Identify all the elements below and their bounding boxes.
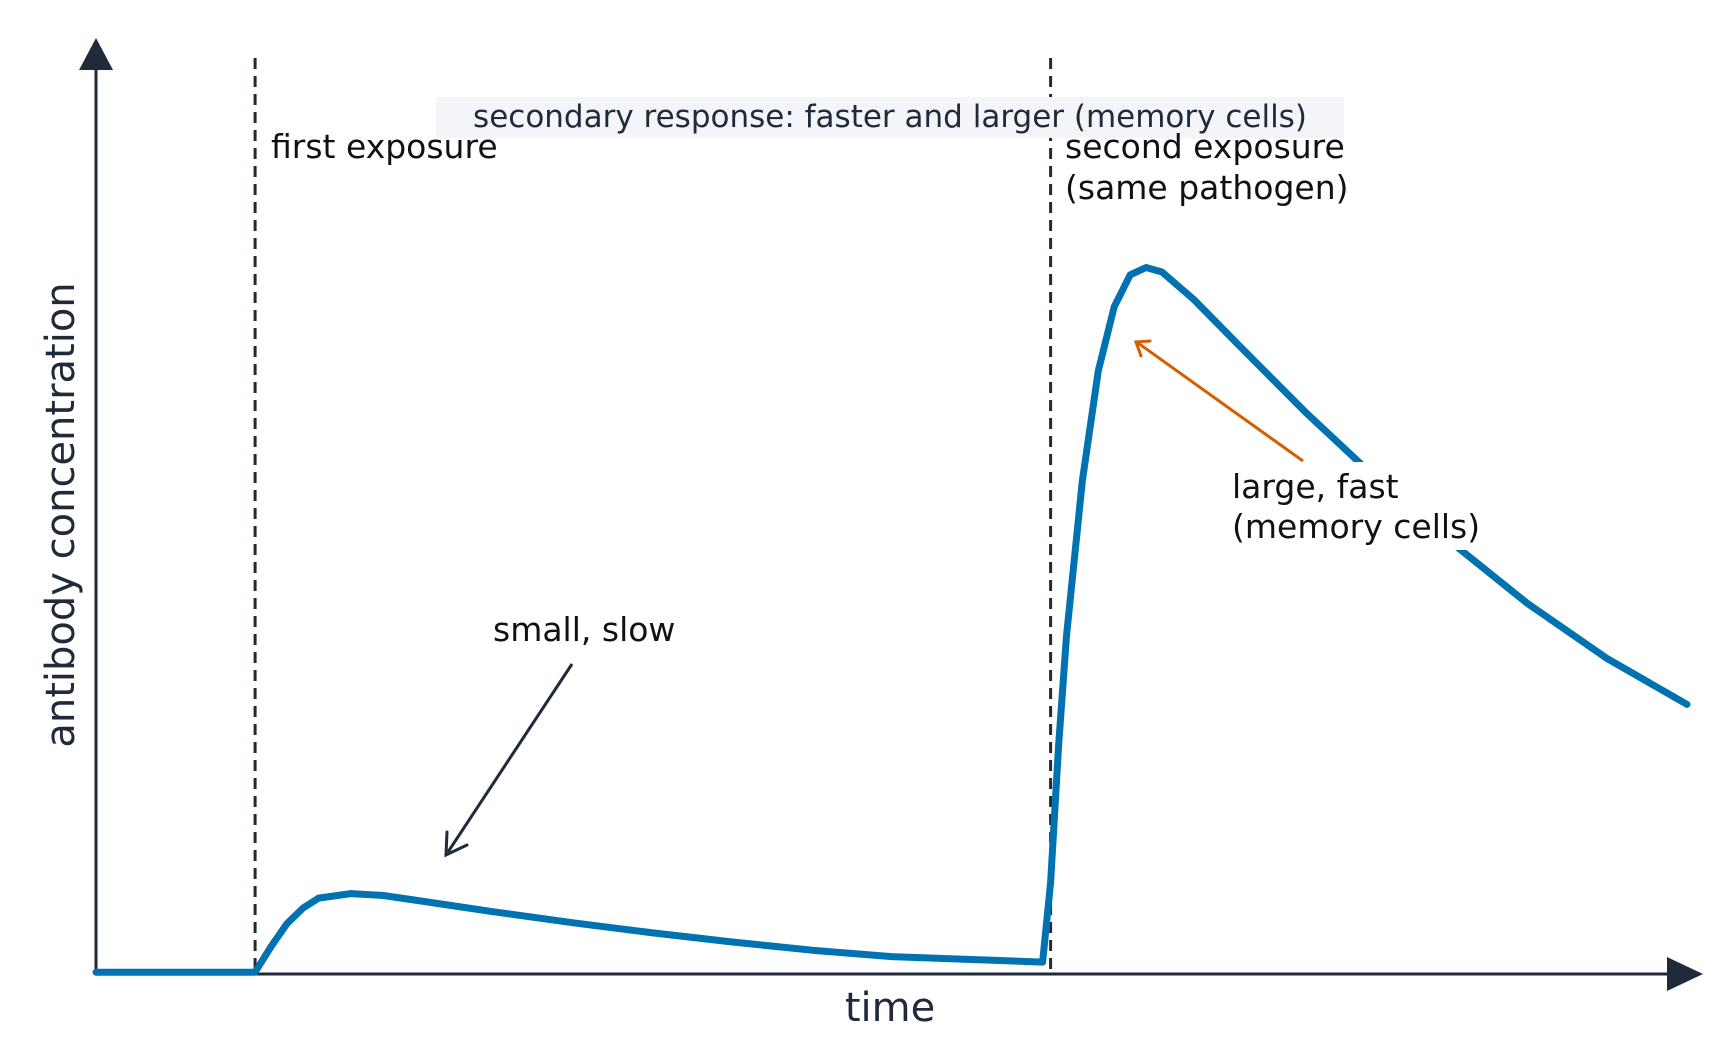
- large-fast-arrow: [1137, 341, 1304, 463]
- second-exposure-label-line2: (same pathogen): [1065, 168, 1348, 207]
- small-slow-label: small, slow: [493, 610, 675, 649]
- second-exposure-label-line1: second exposure: [1065, 127, 1345, 166]
- small-slow-arrow: [446, 663, 574, 853]
- first-exposure-label: first exposure: [271, 127, 498, 166]
- x-axis-arrowhead: [1667, 957, 1703, 991]
- large-fast-label-line2: (memory cells): [1232, 507, 1480, 546]
- banner-background: [436, 97, 1344, 138]
- large-fast-label-line1: large, fast: [1232, 467, 1399, 506]
- y-axis-arrowhead: [79, 38, 113, 70]
- banner-text: secondary response: faster and larger (m…: [473, 99, 1307, 135]
- large-fast-label-background: [1226, 462, 1516, 550]
- large-fast-arrowhead: [1133, 339, 1152, 358]
- x-axis-label: time: [845, 985, 935, 1031]
- y-axis-label: antibody concentration: [38, 282, 84, 747]
- event-lines: [253, 58, 1053, 974]
- antibody-curve: [92, 264, 1691, 976]
- small-slow-arrowhead: [444, 830, 469, 858]
